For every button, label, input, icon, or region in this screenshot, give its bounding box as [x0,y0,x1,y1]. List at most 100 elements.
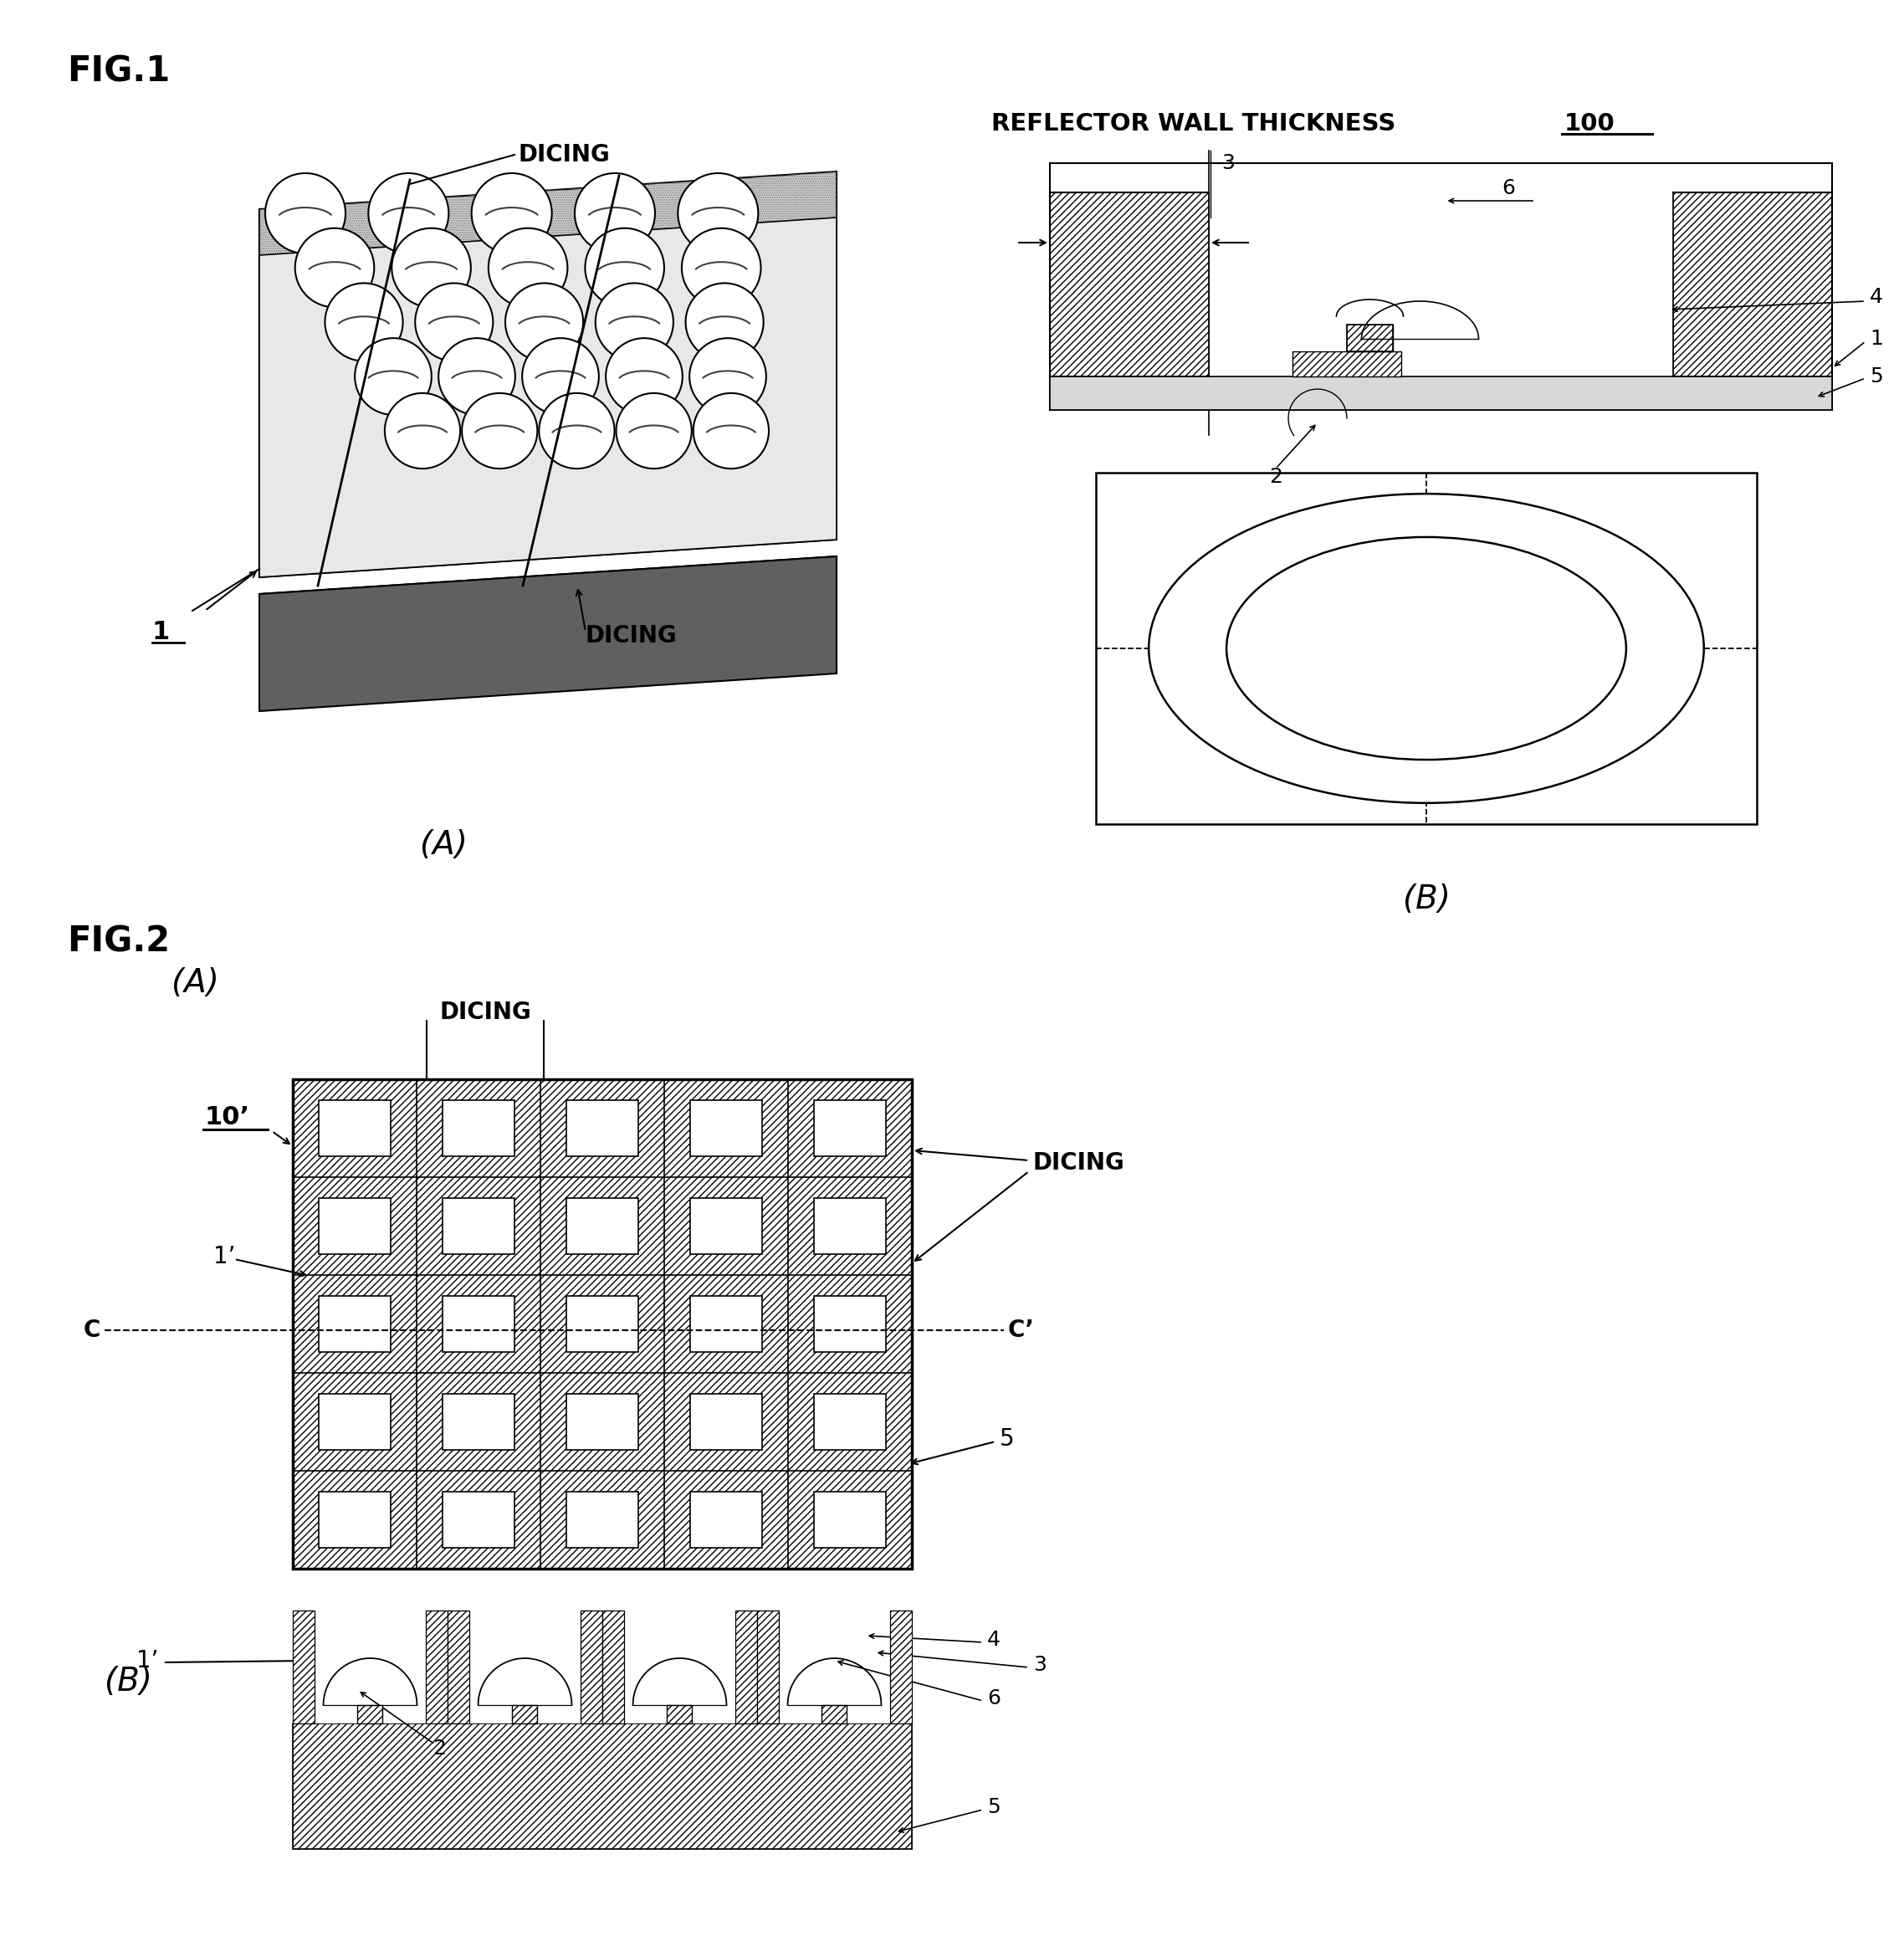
Bar [358,1705,383,1724]
Bar [1674,193,1832,376]
Circle shape [693,393,769,469]
Polygon shape [259,171,836,531]
Text: REFLECTOR WALL THICKNESS: REFLECTOR WALL THICKNESS [992,113,1396,136]
Bar [318,1296,390,1352]
Bar [293,1611,314,1724]
Bar [318,1099,390,1156]
Bar [666,1705,693,1724]
Bar [1346,325,1394,352]
Bar [358,1705,383,1724]
Bar [581,1611,602,1724]
Text: (B): (B) [105,1666,152,1697]
Circle shape [575,173,655,253]
Bar [758,1611,779,1724]
Circle shape [682,228,762,307]
Circle shape [438,339,516,414]
Text: 2: 2 [432,1738,446,1759]
Bar [442,1197,514,1255]
Text: DICING: DICING [518,144,611,167]
Text: 5: 5 [1000,1426,1015,1450]
Bar [1049,193,1209,376]
Text: 4: 4 [1870,286,1883,307]
Circle shape [415,284,493,362]
Text: 1’: 1’ [213,1245,236,1269]
Bar [691,1197,762,1255]
Bar [666,1705,693,1724]
Text: 1: 1 [152,619,169,644]
Bar [581,1611,602,1724]
Bar [293,1080,912,1568]
Circle shape [617,393,691,469]
Circle shape [354,339,432,414]
Text: (B): (B) [1403,883,1451,915]
Bar [815,1296,885,1352]
Circle shape [295,228,375,307]
Circle shape [596,284,674,362]
Text: 1’: 1’ [137,1648,158,1672]
Text: 6: 6 [986,1689,1000,1709]
Circle shape [489,228,567,307]
Bar [815,1099,885,1156]
Bar [779,1611,891,1724]
Circle shape [367,173,449,253]
Ellipse shape [1148,494,1704,804]
Text: DICING: DICING [586,625,678,648]
Bar [1049,376,1832,411]
Bar [602,1611,625,1724]
Circle shape [505,284,583,362]
Bar [293,1611,314,1724]
Bar [565,1099,638,1156]
Circle shape [326,284,404,362]
Text: 1: 1 [1870,329,1883,348]
Bar [293,1080,912,1568]
Bar [293,1080,912,1568]
Bar [823,1705,847,1724]
Text: 2: 2 [1270,467,1283,486]
Bar [512,1705,537,1724]
Bar [691,1296,762,1352]
Bar [815,1197,885,1255]
Text: DICING: DICING [1034,1152,1125,1175]
Bar [1346,325,1394,352]
Circle shape [685,284,764,362]
Bar [442,1099,514,1156]
Bar [815,1393,885,1450]
Bar [565,1296,638,1352]
Circle shape [522,339,600,414]
Bar [691,1099,762,1156]
Polygon shape [259,218,836,578]
Bar [314,1611,426,1724]
Bar [442,1393,514,1450]
Bar [735,1611,758,1724]
Bar [1097,473,1757,823]
Text: (A): (A) [171,967,219,998]
Bar [1293,352,1401,376]
Bar [823,1705,847,1724]
Circle shape [689,339,765,414]
Text: (A): (A) [419,829,466,860]
Bar [318,1491,390,1549]
Bar [1293,352,1401,376]
Text: 4: 4 [986,1629,1000,1650]
Bar [293,1724,912,1849]
Text: 3: 3 [1220,154,1234,173]
Bar [442,1491,514,1549]
Text: FIG.1: FIG.1 [67,54,169,90]
Text: FIG.2: FIG.2 [67,924,169,959]
Bar [625,1611,735,1724]
Circle shape [385,393,461,469]
Ellipse shape [1226,537,1626,759]
Bar [891,1611,912,1724]
Polygon shape [259,557,836,710]
Bar [691,1491,762,1549]
Polygon shape [259,494,836,578]
Bar [512,1705,537,1724]
Bar [442,1296,514,1352]
Bar [447,1611,468,1724]
Bar [426,1611,447,1724]
Circle shape [265,173,345,253]
Polygon shape [259,557,836,594]
Bar [602,1611,625,1724]
Bar [293,1724,912,1849]
Text: 6: 6 [1502,179,1516,198]
